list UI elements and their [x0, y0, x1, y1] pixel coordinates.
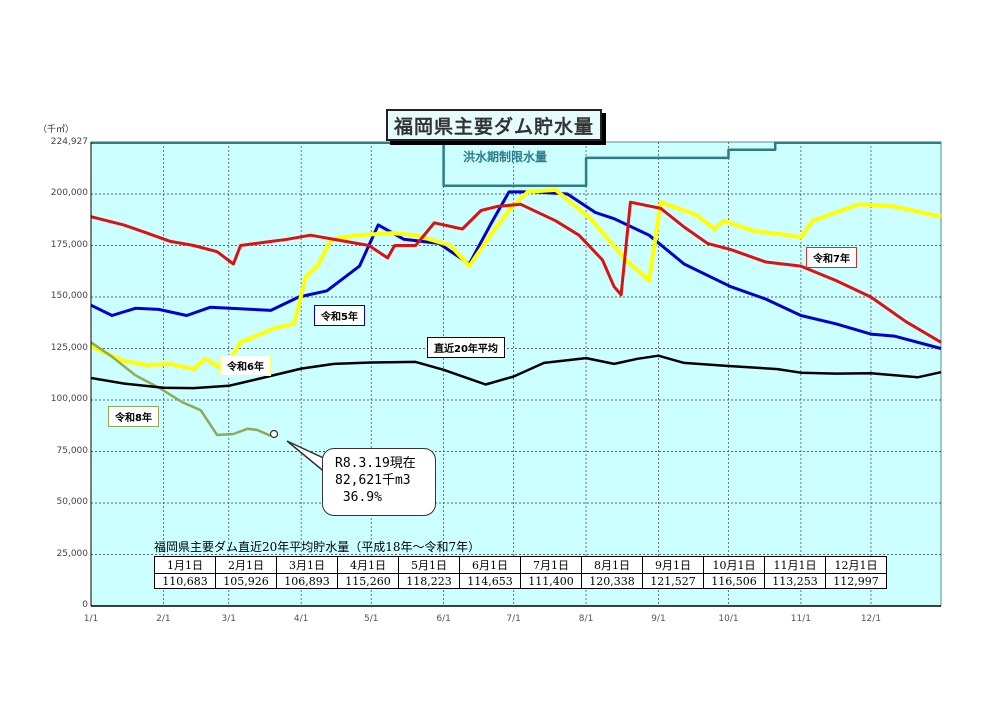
y-tick-label: 0	[82, 600, 88, 610]
average-table-header-cell: 2月1日	[215, 556, 277, 574]
x-tick-label: 10/1	[718, 614, 739, 624]
average-table-header-cell: 5月1日	[398, 556, 460, 574]
y-tick-label: 150,000	[50, 291, 88, 301]
average-table-header-row: 1月1日 2月1日 3月1日 4月1日 5月1日 6月1日 7月1日 8月1日 9月1日 10月1…	[154, 556, 887, 574]
average-table-value-cell: 116,506	[703, 573, 765, 589]
average-table-value-cell: 105,926	[215, 573, 277, 589]
average-table-title: 福岡県主要ダム直近20年平均貯水量（平成18年～令和7年）	[154, 540, 481, 554]
x-tick-label: 4/1	[293, 614, 309, 624]
average-table-header-cell: 12月1日	[825, 556, 887, 574]
average-table-value-cell: 113,253	[764, 573, 826, 589]
legend-label-r7: 令和7年	[806, 247, 857, 268]
y-tick-label: 25,000	[56, 548, 89, 559]
average-table: 1月1日 2月1日 3月1日 4月1日 5月1日 6月1日 7月1日 8月1日 9月1日 10月1…	[154, 556, 887, 589]
y-tick-label: 200,000	[50, 188, 88, 198]
series-lines	[90, 141, 942, 437]
x-tick-label: 11/1	[790, 614, 811, 624]
y-tick-label: 224,927	[50, 136, 88, 147]
series-line-4	[90, 354, 942, 390]
average-table-header-cell: 1月1日	[154, 556, 216, 574]
x-tick-label: 6/1	[436, 614, 451, 624]
y-tick-label: 75,000	[56, 445, 89, 456]
x-tick-label: 9/1	[651, 614, 666, 624]
average-table-header-cell: 10月1日	[703, 556, 765, 574]
y-tick-label: 100,000	[50, 394, 88, 404]
average-table-value-cell: 106,893	[276, 573, 338, 589]
series-line-5	[91, 141, 941, 188]
series-line-3	[90, 341, 272, 437]
average-table-value-cell: 110,683	[154, 573, 216, 589]
average-table-value-row: 110,683 105,926 106,893 115,260 118,223 114,6…	[154, 573, 887, 589]
x-tick-label: 7/1	[506, 614, 521, 624]
y-tick-label: 175,000	[50, 239, 88, 250]
x-tick-label: 3/1	[221, 614, 237, 624]
legend-label-r8: 令和8年	[108, 406, 159, 427]
average-table-header-cell: 9月1日	[642, 556, 704, 574]
current-status-callout: R8.3.19現在 82,621千m3 36.9%	[322, 448, 436, 516]
y-axis-unit: （千㎥）	[38, 125, 75, 135]
average-table-value-cell: 114,653	[459, 573, 521, 589]
series-line-2	[90, 200, 942, 344]
callout-volume: 82,621千m3	[335, 473, 411, 488]
average-table-header-cell: 7月1日	[520, 556, 582, 574]
average-table-header-cell: 6月1日	[459, 556, 521, 574]
average-table-header-cell: 3月1日	[276, 556, 338, 574]
x-tick-label: 5/1	[363, 614, 379, 624]
x-tick-label: 1/1	[83, 614, 99, 624]
average-table-value-cell: 115,260	[337, 573, 399, 589]
average-table-value-cell: 121,527	[642, 573, 704, 589]
callout-date: R8.3.19現在	[335, 456, 416, 471]
x-tick-label: 2/1	[156, 614, 171, 624]
legend-label-r6: 令和6年	[220, 355, 271, 376]
average-table-value-cell: 120,338	[581, 573, 643, 589]
y-tick-label: 125,000	[50, 342, 88, 353]
average-table-value-cell: 111,400	[520, 573, 582, 589]
series-line-0	[90, 190, 942, 350]
x-tick-label: 8/1	[578, 614, 594, 624]
average-table-header-cell: 8月1日	[581, 556, 643, 574]
callout-percent: 36.9%	[335, 490, 382, 505]
legend-label-r5: 令和5年	[314, 305, 365, 326]
average-table-panel: 福岡県主要ダム直近20年平均貯水量（平成18年～令和7年） 1月1日 2月1日 3月…	[154, 538, 887, 589]
x-tick-label: 12/1	[860, 614, 882, 624]
legend-label-avg: 直近20年平均	[427, 337, 505, 358]
average-table-header-cell: 11月1日	[764, 556, 826, 574]
average-table-value-cell: 118,223	[398, 573, 460, 589]
current-point-marker	[269, 429, 279, 439]
average-table-header-cell: 4月1日	[337, 556, 399, 574]
chart-title: 福岡県主要ダム貯水量	[386, 109, 602, 141]
average-table-value-cell: 112,997	[825, 573, 887, 589]
flood-limit-label: 洪水期制限水量	[463, 150, 548, 164]
y-tick-label: 50,000	[56, 497, 89, 507]
